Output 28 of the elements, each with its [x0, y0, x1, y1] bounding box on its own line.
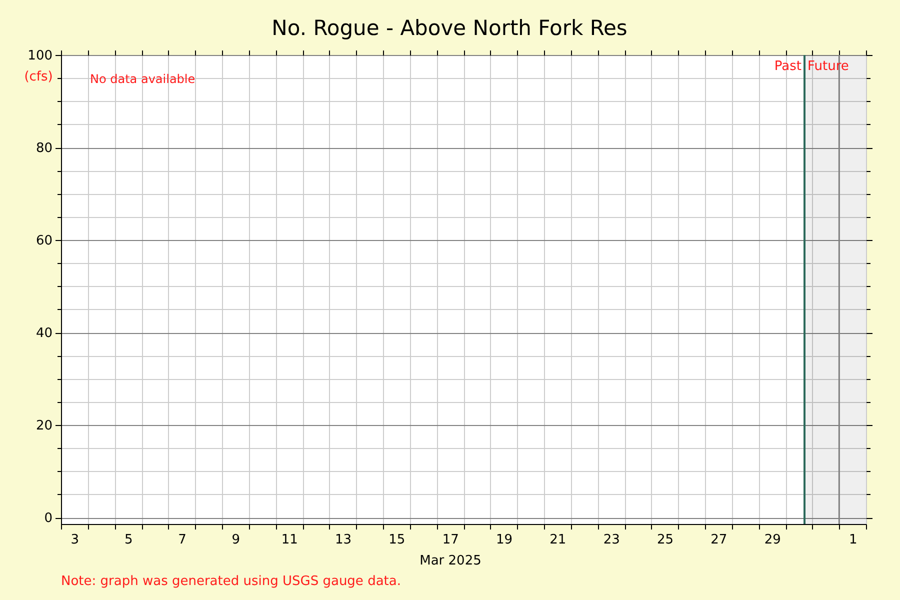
x-tick-label: 9 [232, 532, 240, 548]
x-tick-label: 23 [603, 532, 620, 548]
y-axis-title: (cfs) [24, 70, 53, 84]
x-tick-label: 19 [496, 532, 513, 548]
x-tick-label: 11 [281, 532, 298, 548]
y-tick-label: 20 [36, 418, 52, 434]
y-tick-label: 40 [36, 326, 52, 342]
x-tick-label: 25 [656, 532, 674, 548]
annotation: No data available [90, 72, 196, 86]
x-tick-label: 1 [848, 532, 858, 548]
chart-title: No. Rogue - Above North Fork Res [272, 16, 628, 40]
x-tick-label: 21 [550, 532, 566, 548]
x-tick-label: 29 [764, 532, 781, 548]
text: Note: graph was generated using USGS gauge data. [61, 574, 401, 589]
x-axis-title: Mar 2025 [420, 554, 482, 568]
y-tick-label: 60 [36, 234, 52, 249]
y-tick-label: 100 [28, 48, 52, 64]
x-tick-label: 3 [70, 532, 80, 548]
ref-line-label: Past [774, 59, 802, 74]
y-tick-label: 80 [36, 141, 52, 156]
x-tick-label: 15 [388, 532, 406, 548]
x-tick-label: 5 [124, 532, 133, 548]
x-tick-label: 13 [334, 532, 352, 548]
y-tick-label: 0 [44, 511, 52, 526]
band-label: Future [808, 59, 849, 74]
x-tick-label: 17 [442, 532, 459, 548]
x-tick-label: 7 [178, 532, 186, 548]
x-tick-label: 27 [710, 532, 728, 548]
